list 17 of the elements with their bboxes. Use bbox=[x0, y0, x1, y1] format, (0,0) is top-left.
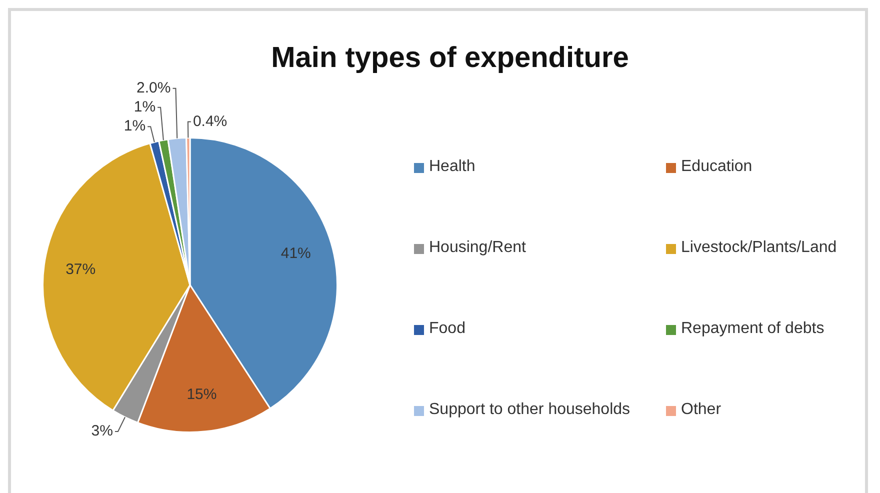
legend-label: Health bbox=[429, 158, 476, 176]
data-label: 2.0% bbox=[136, 80, 171, 97]
chart-title: Main types of expenditure bbox=[270, 42, 630, 75]
data-label: 1% bbox=[134, 98, 156, 116]
data-label: 0.4% bbox=[192, 112, 228, 130]
legend-label: Support to other households bbox=[429, 401, 630, 419]
data-label: 15% bbox=[186, 386, 217, 403]
legend-label: Housing/Rent bbox=[429, 239, 526, 257]
legend-label: Education bbox=[681, 158, 752, 176]
legend-label: Food bbox=[429, 320, 466, 338]
legend-label: Repayment of debts bbox=[681, 320, 824, 338]
legend-label: Other bbox=[681, 401, 722, 419]
data-label: 1% bbox=[124, 118, 146, 135]
data-label: 41% bbox=[280, 244, 311, 262]
data-label: 37% bbox=[66, 260, 96, 278]
legend-label: Livestock/Plants/Land bbox=[681, 239, 837, 257]
data-label: 3% bbox=[91, 422, 113, 440]
